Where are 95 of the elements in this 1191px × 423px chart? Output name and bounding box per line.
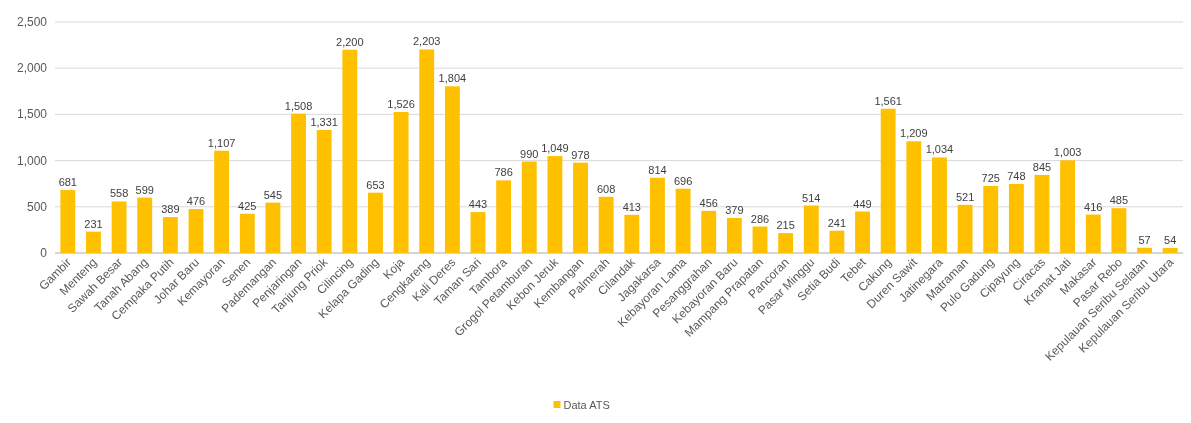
text: 978: [571, 148, 590, 161]
text: 485: [1109, 194, 1129, 207]
bar: [803, 205, 819, 253]
bar: [957, 204, 973, 253]
bar: [675, 188, 691, 253]
text: 599: [135, 183, 154, 196]
text: 1,331: [310, 116, 338, 129]
bar: [1111, 208, 1127, 253]
bar: [906, 141, 922, 253]
bar: [1060, 160, 1076, 253]
bar: [701, 210, 717, 253]
text: 231: [84, 217, 103, 230]
text: 1,508: [284, 99, 313, 112]
y-tick-label: 0: [40, 246, 48, 260]
text: 57: [1138, 233, 1151, 246]
text: 2,200: [336, 35, 364, 48]
text: 1,003: [1053, 146, 1082, 159]
text: 814: [648, 163, 667, 176]
bar: [829, 230, 845, 253]
bar: [111, 201, 127, 253]
text: 681: [58, 176, 77, 189]
bar: [1034, 174, 1050, 253]
bar: [1085, 214, 1101, 253]
text: 990: [520, 147, 539, 160]
bar: [265, 202, 281, 253]
text: 416: [1084, 200, 1103, 213]
text: 241: [827, 216, 847, 229]
text: 696: [673, 174, 693, 187]
text: 456: [699, 196, 718, 209]
bar: [316, 130, 332, 253]
bar: [598, 196, 614, 253]
text: 1,107: [207, 136, 236, 149]
bar: [855, 211, 870, 253]
bar: [496, 180, 512, 253]
bar: [419, 49, 435, 253]
bar: [573, 162, 588, 253]
y-tick-label: 1,000: [16, 153, 48, 168]
text: 545: [263, 188, 283, 201]
text: 1,034: [925, 143, 954, 156]
bar: [1162, 248, 1178, 253]
bar: [393, 112, 409, 253]
bar: [983, 186, 999, 253]
text: 2,203: [412, 35, 441, 48]
text: 215: [776, 219, 795, 232]
text: 54: [1164, 234, 1177, 247]
text: 748: [1007, 169, 1026, 182]
text: 653: [366, 178, 385, 191]
text: 725: [981, 172, 1000, 185]
y-tick-label: 1,500: [16, 107, 48, 122]
legend-label: Data ATS: [563, 399, 610, 411]
text: 449: [853, 197, 872, 210]
bar: [342, 49, 358, 253]
bar: [624, 214, 640, 253]
bar: [1137, 247, 1152, 253]
bar: [650, 177, 665, 253]
text: 443: [468, 198, 488, 211]
text: 425: [238, 199, 257, 212]
text: 389: [161, 203, 180, 216]
bar: [752, 226, 768, 253]
bar: [521, 161, 537, 253]
bar: [726, 217, 742, 253]
text: 1,804: [438, 72, 467, 85]
y-tick-label: 2,000: [16, 61, 48, 76]
bar: [778, 233, 794, 253]
bar: [214, 150, 230, 253]
text: 514: [802, 191, 821, 204]
bar: [188, 209, 204, 253]
text: 476: [186, 195, 206, 208]
text: 1,049: [541, 142, 569, 155]
bar: [137, 197, 153, 253]
bar: [162, 217, 178, 253]
bar: [368, 192, 383, 253]
text: 1,526: [387, 98, 415, 110]
bar: [86, 231, 101, 253]
text: 379: [725, 203, 744, 216]
text: 786: [494, 166, 513, 179]
text: 845: [1032, 160, 1052, 173]
y-tick-label: 500: [26, 199, 48, 214]
bar: [470, 212, 486, 253]
bar: [1008, 183, 1024, 253]
text: 521: [955, 190, 975, 203]
bar: [60, 190, 76, 253]
bar: [547, 156, 563, 253]
bar: [291, 113, 306, 253]
bar: [444, 86, 460, 253]
bar: [239, 213, 255, 253]
text: 1,209: [900, 127, 928, 140]
text: 286: [750, 212, 770, 225]
text: 1,561: [874, 94, 902, 107]
text: 413: [622, 200, 641, 213]
text: 558: [109, 187, 129, 200]
bar: [880, 108, 896, 253]
bar: [932, 157, 947, 253]
text: 608: [597, 182, 616, 195]
y-tick-label: 2,500: [16, 15, 48, 29]
